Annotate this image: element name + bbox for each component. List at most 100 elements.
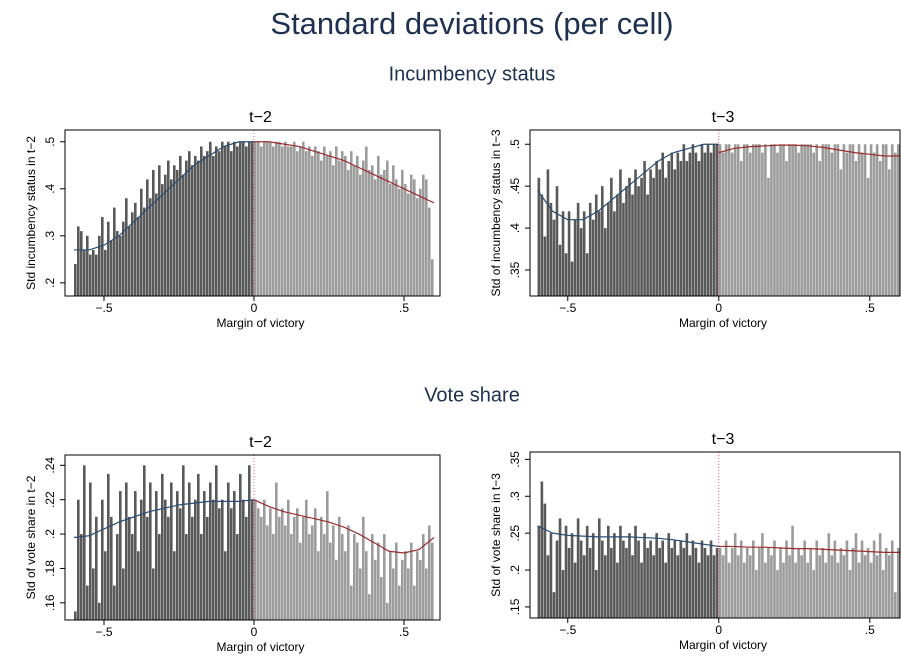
bar xyxy=(233,491,236,620)
bar xyxy=(869,144,873,296)
bar xyxy=(140,188,143,296)
bar xyxy=(200,146,203,296)
bar xyxy=(314,508,317,620)
bar xyxy=(191,165,194,296)
bar xyxy=(368,594,371,620)
bar xyxy=(715,144,719,296)
fit-line xyxy=(537,143,719,221)
bar xyxy=(839,547,843,618)
bar xyxy=(119,235,122,296)
bar xyxy=(730,547,734,618)
bar xyxy=(329,151,332,296)
bar xyxy=(718,547,722,618)
x-tick-label: 0 xyxy=(715,301,722,315)
bar xyxy=(158,534,161,620)
bar xyxy=(122,221,125,296)
bar xyxy=(152,169,155,296)
bar xyxy=(670,152,674,296)
bar xyxy=(122,568,125,620)
bar xyxy=(664,562,668,618)
bar xyxy=(881,144,885,296)
x-tick-label: .5 xyxy=(865,301,875,315)
bar xyxy=(395,542,398,620)
bar xyxy=(721,555,725,618)
bar xyxy=(761,533,764,618)
bar xyxy=(776,570,779,618)
bar xyxy=(640,562,643,618)
bar xyxy=(428,525,431,620)
bar xyxy=(110,240,113,296)
bar xyxy=(392,165,395,296)
bar xyxy=(884,144,888,296)
bar xyxy=(661,152,665,296)
bar xyxy=(308,146,311,296)
plot-area xyxy=(537,452,900,618)
plot-frame xyxy=(64,129,441,297)
plot-frame xyxy=(64,454,441,621)
bar xyxy=(712,555,716,618)
bar xyxy=(797,547,800,618)
panel-title: t−3 xyxy=(712,109,735,126)
bar xyxy=(761,152,764,296)
bar xyxy=(146,516,149,620)
bar xyxy=(619,169,622,296)
bar xyxy=(341,534,344,620)
bar xyxy=(537,177,541,296)
bar xyxy=(588,547,592,618)
y-tick-label: .3 xyxy=(43,230,57,240)
bar xyxy=(242,141,245,296)
bar xyxy=(185,160,188,296)
fit-line xyxy=(74,141,254,251)
bar xyxy=(661,540,665,618)
bar xyxy=(685,533,689,618)
y-tick-label: .18 xyxy=(43,560,57,577)
bar xyxy=(338,160,341,296)
bar xyxy=(347,525,350,620)
x-tick-label: 0 xyxy=(251,301,258,315)
bar xyxy=(374,179,377,296)
bar xyxy=(664,177,668,296)
bar xyxy=(365,146,368,296)
bar xyxy=(248,465,251,620)
bar xyxy=(386,160,389,296)
fit-line xyxy=(718,144,900,157)
bar xyxy=(209,482,212,620)
bar xyxy=(803,144,806,296)
bar xyxy=(718,144,722,296)
bar xyxy=(860,540,864,618)
bar xyxy=(245,516,248,620)
x-tick-label: .5 xyxy=(399,625,409,639)
bar xyxy=(254,499,257,620)
bar xyxy=(863,144,867,296)
bar xyxy=(332,525,335,620)
bar xyxy=(573,219,577,296)
bar xyxy=(419,188,422,296)
bar xyxy=(260,146,263,296)
bar xyxy=(546,169,550,296)
bar xyxy=(191,516,194,620)
bar xyxy=(670,547,674,618)
bar xyxy=(872,540,876,618)
bar xyxy=(625,186,628,296)
x-tick-label: −.5 xyxy=(559,301,576,315)
bar xyxy=(779,144,782,296)
bar xyxy=(785,161,788,296)
bar xyxy=(758,547,761,618)
bar xyxy=(383,169,386,296)
bar xyxy=(646,547,649,618)
bar xyxy=(374,559,377,620)
bar xyxy=(95,254,98,296)
bar xyxy=(143,465,146,620)
y-tick-label: .5 xyxy=(43,136,57,146)
bar xyxy=(176,169,179,296)
y-tick-label: .16 xyxy=(43,594,57,611)
bar xyxy=(413,585,416,620)
bar xyxy=(658,169,661,296)
y-tick-label: .5 xyxy=(508,139,522,149)
x-tick-label: −.5 xyxy=(95,301,112,315)
bar xyxy=(688,152,692,296)
bar xyxy=(788,555,791,618)
bar xyxy=(842,144,846,296)
bar xyxy=(848,144,852,296)
bar xyxy=(764,144,767,296)
